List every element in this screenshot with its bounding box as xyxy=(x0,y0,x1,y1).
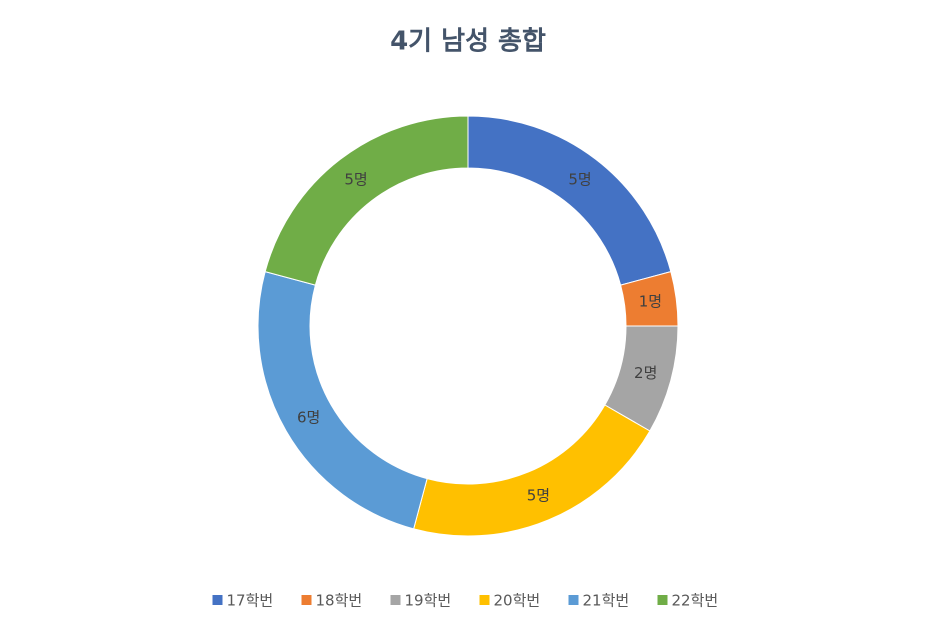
legend-swatch xyxy=(301,595,312,605)
legend-swatch xyxy=(212,595,223,605)
legend-label: 20학번 xyxy=(494,592,541,610)
legend-label: 22학번 xyxy=(672,592,719,610)
donut-segment xyxy=(257,271,428,530)
legend-swatch xyxy=(390,595,401,605)
donut-segment xyxy=(467,115,672,286)
donut-segment xyxy=(264,115,469,286)
legend-label: 21학번 xyxy=(583,592,630,610)
legend-swatch xyxy=(657,595,668,605)
legend-swatch xyxy=(568,595,579,605)
chart-title: 4기 남성 총합 xyxy=(390,27,546,57)
legend-label: 19학번 xyxy=(405,592,452,610)
data-label: 2명 xyxy=(634,364,657,382)
data-label: 5명 xyxy=(344,171,367,189)
data-label: 6명 xyxy=(297,409,320,427)
legend-swatch xyxy=(479,595,490,605)
legend-label: 18학번 xyxy=(316,592,363,610)
data-label: 1명 xyxy=(639,292,662,310)
legend-label: 17학번 xyxy=(227,592,274,610)
data-label: 5명 xyxy=(568,171,591,189)
data-label: 5명 xyxy=(527,486,550,504)
donut-segment xyxy=(413,404,651,537)
